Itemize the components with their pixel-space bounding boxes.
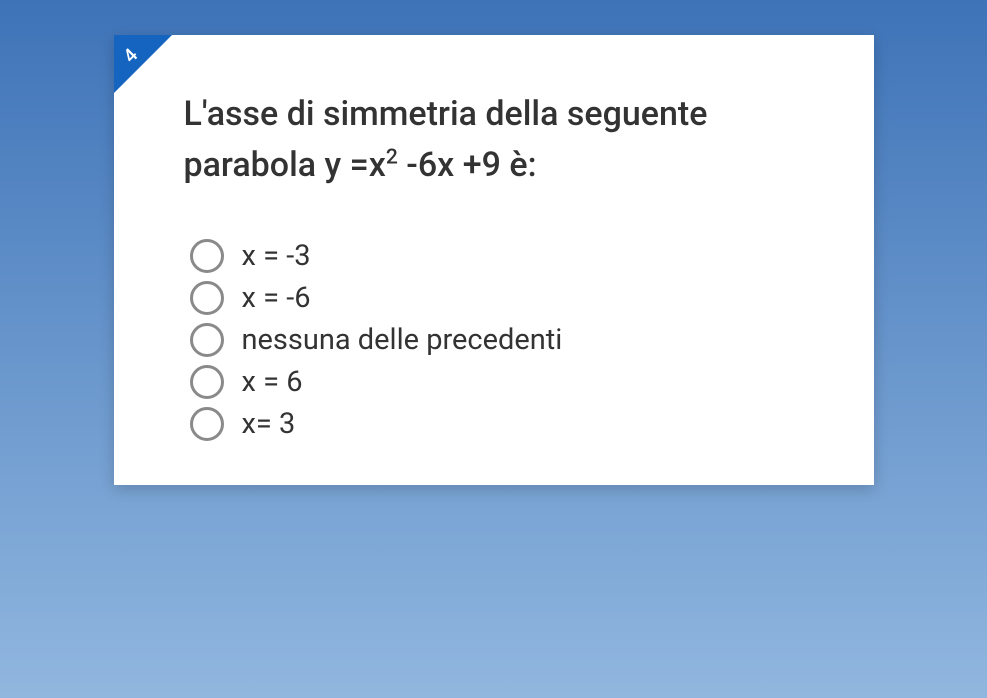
option-label: x = -6	[242, 281, 311, 315]
option-label: nessuna delle precedenti	[242, 323, 563, 357]
question-card: 4 L'asse di simmetria della seguente par…	[114, 35, 874, 485]
option-row[interactable]: x = 6	[190, 365, 814, 399]
option-label: x= 3	[242, 407, 296, 441]
question-text-post: -6x +9 è:	[398, 145, 537, 185]
radio-icon[interactable]	[190, 281, 224, 315]
option-label: x = 6	[242, 365, 303, 399]
option-row[interactable]: x = -3	[190, 239, 814, 273]
radio-icon[interactable]	[190, 239, 224, 273]
option-row[interactable]: nessuna delle precedenti	[190, 323, 814, 357]
option-row[interactable]: x= 3	[190, 407, 814, 441]
radio-icon[interactable]	[190, 365, 224, 399]
question-text-sup: 2	[386, 145, 398, 170]
radio-icon[interactable]	[190, 407, 224, 441]
option-label: x = -3	[242, 239, 311, 273]
options-list: x = -3 x = -6 nessuna delle precedenti x…	[184, 239, 814, 441]
option-row[interactable]: x = -6	[190, 281, 814, 315]
question-text: L'asse di simmetria della seguente parab…	[184, 89, 814, 191]
radio-icon[interactable]	[190, 323, 224, 357]
question-number-badge	[114, 35, 172, 93]
